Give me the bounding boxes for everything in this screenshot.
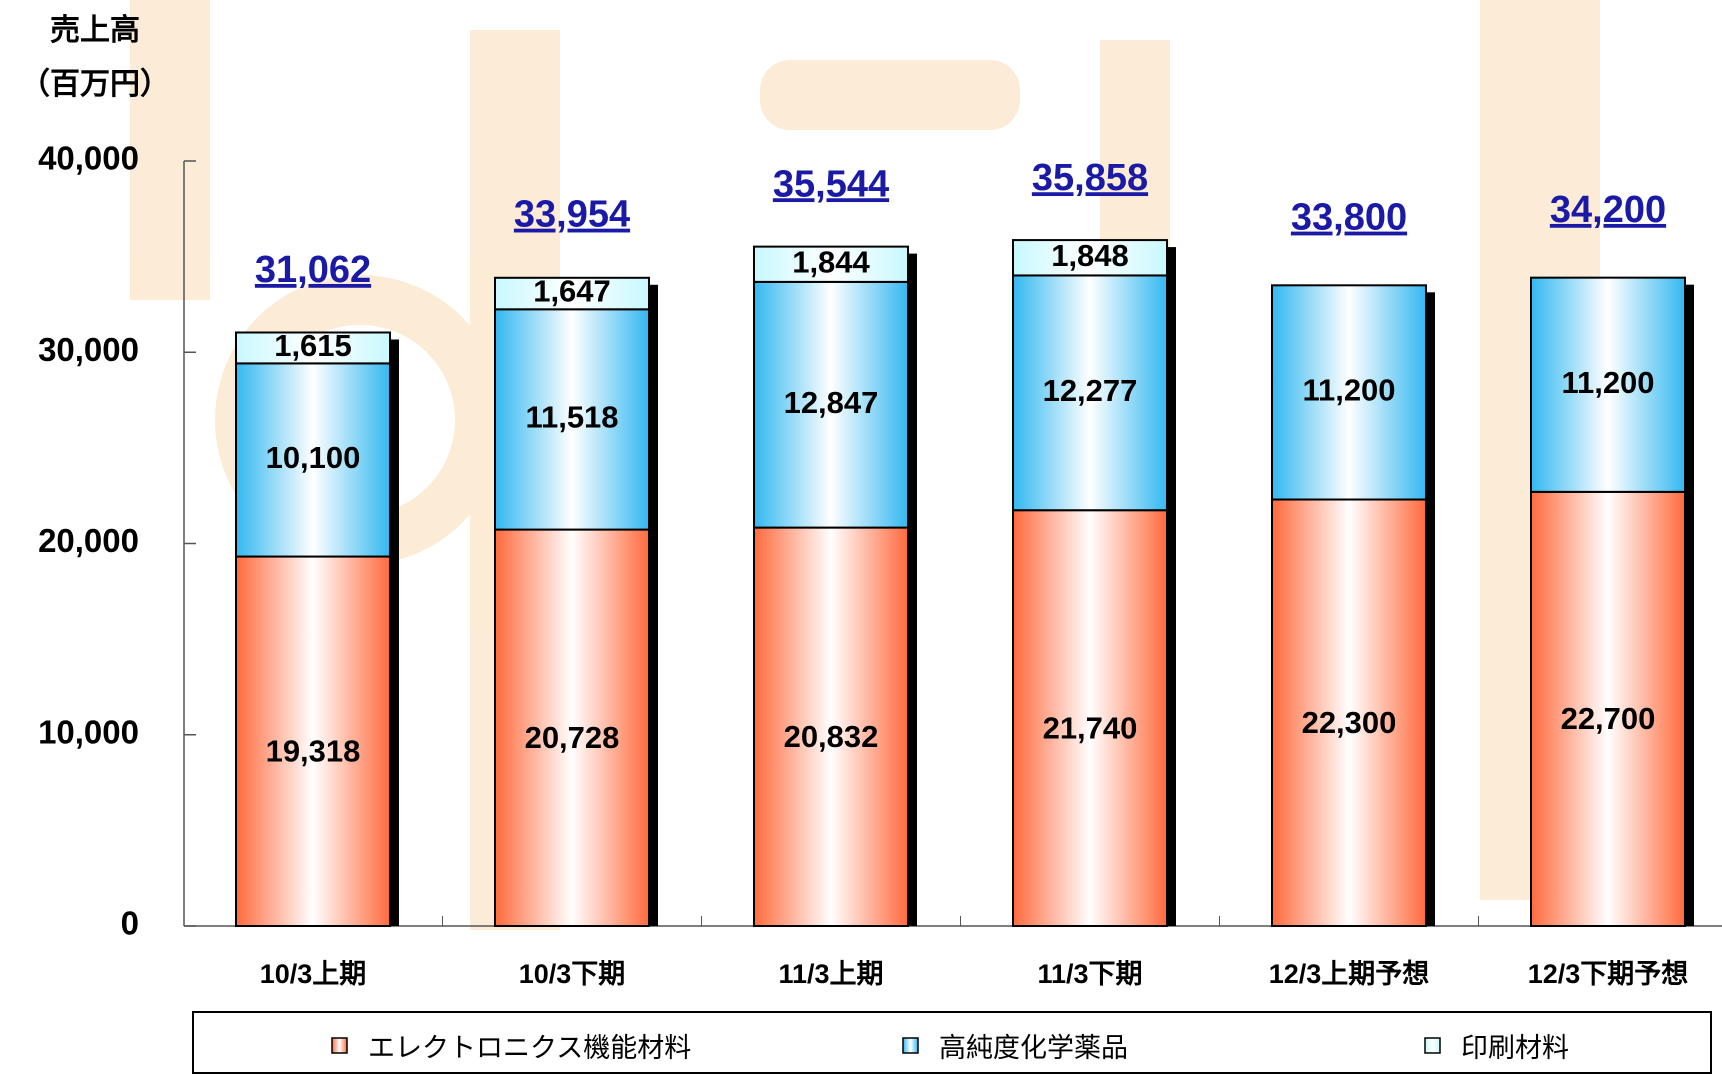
- segment-label: 20,832: [784, 719, 879, 754]
- x-tick-label: 10/3下期: [519, 959, 626, 989]
- segment-label: 11,200: [1561, 365, 1654, 400]
- y-tick-label: 40,000: [38, 140, 139, 177]
- segment-label: 21,740: [1043, 710, 1138, 745]
- total-label: 33,954: [514, 194, 630, 236]
- bar-segment: [235, 555, 391, 928]
- bar-segment: [1530, 276, 1686, 493]
- bar-segment: [494, 308, 650, 531]
- total-label: 31,062: [255, 249, 371, 291]
- total-label: 34,200: [1550, 189, 1666, 231]
- bar-segment: [753, 526, 909, 927]
- segment-label: 10,100: [266, 440, 361, 475]
- y-axis-title: 売上高: [50, 14, 140, 47]
- x-tick-label: 12/3下期予想: [1528, 959, 1689, 989]
- segment-label: 11,200: [1302, 373, 1395, 408]
- legend-label: 高純度化学薬品: [939, 1033, 1128, 1063]
- segment-label: 22,700: [1561, 701, 1656, 736]
- segment-label: 19,318: [266, 733, 361, 768]
- bar-segment: [1530, 490, 1686, 927]
- bar-segment: [494, 528, 650, 928]
- bar-segment: [1012, 274, 1168, 512]
- legend-label: 印刷材料: [1461, 1033, 1569, 1063]
- y-tick-label: 30,000: [38, 331, 139, 368]
- total-label: 35,858: [1032, 157, 1148, 199]
- legend-swatch: [902, 1037, 919, 1054]
- total-label: 35,544: [773, 163, 889, 205]
- legend-swatch: [1424, 1037, 1441, 1054]
- segment-label: 1,848: [1051, 238, 1129, 273]
- bar-segment: [1271, 284, 1427, 501]
- bar-segment: [235, 331, 391, 365]
- y-tick-label: 10,000: [38, 713, 139, 750]
- segment-label: 22,300: [1302, 705, 1397, 740]
- total-label: 33,800: [1291, 197, 1407, 239]
- y-tick-label: 0: [121, 905, 139, 942]
- segment-label: 11,518: [525, 400, 618, 435]
- y-axis-title: （百万円）: [20, 67, 170, 101]
- bar-segment: [753, 245, 909, 283]
- bar-segment: [1012, 239, 1168, 277]
- y-tick-label: 20,000: [38, 522, 139, 559]
- x-tick-label: 10/3上期: [260, 959, 367, 989]
- legend-box: [192, 1011, 1712, 1074]
- segment-label: 1,844: [792, 244, 870, 279]
- segment-label: 12,277: [1043, 373, 1138, 408]
- x-tick-label: 12/3上期予想: [1269, 959, 1430, 989]
- bar-segment: [1012, 509, 1168, 927]
- legend-swatch: [331, 1037, 348, 1054]
- segment-label: 20,728: [525, 720, 620, 755]
- bar-segment: [494, 276, 650, 311]
- bar-segment: [753, 280, 909, 529]
- legend-label: エレクトロニクス機能材料: [368, 1033, 691, 1063]
- segment-label: 1,615: [274, 328, 352, 363]
- bar-segment: [235, 362, 391, 558]
- x-tick-label: 11/3上期: [778, 959, 883, 989]
- segment-label: 12,847: [784, 385, 879, 420]
- segment-label: 1,647: [533, 274, 611, 309]
- x-tick-label: 11/3下期: [1037, 959, 1142, 989]
- bar-segment: [1271, 498, 1427, 927]
